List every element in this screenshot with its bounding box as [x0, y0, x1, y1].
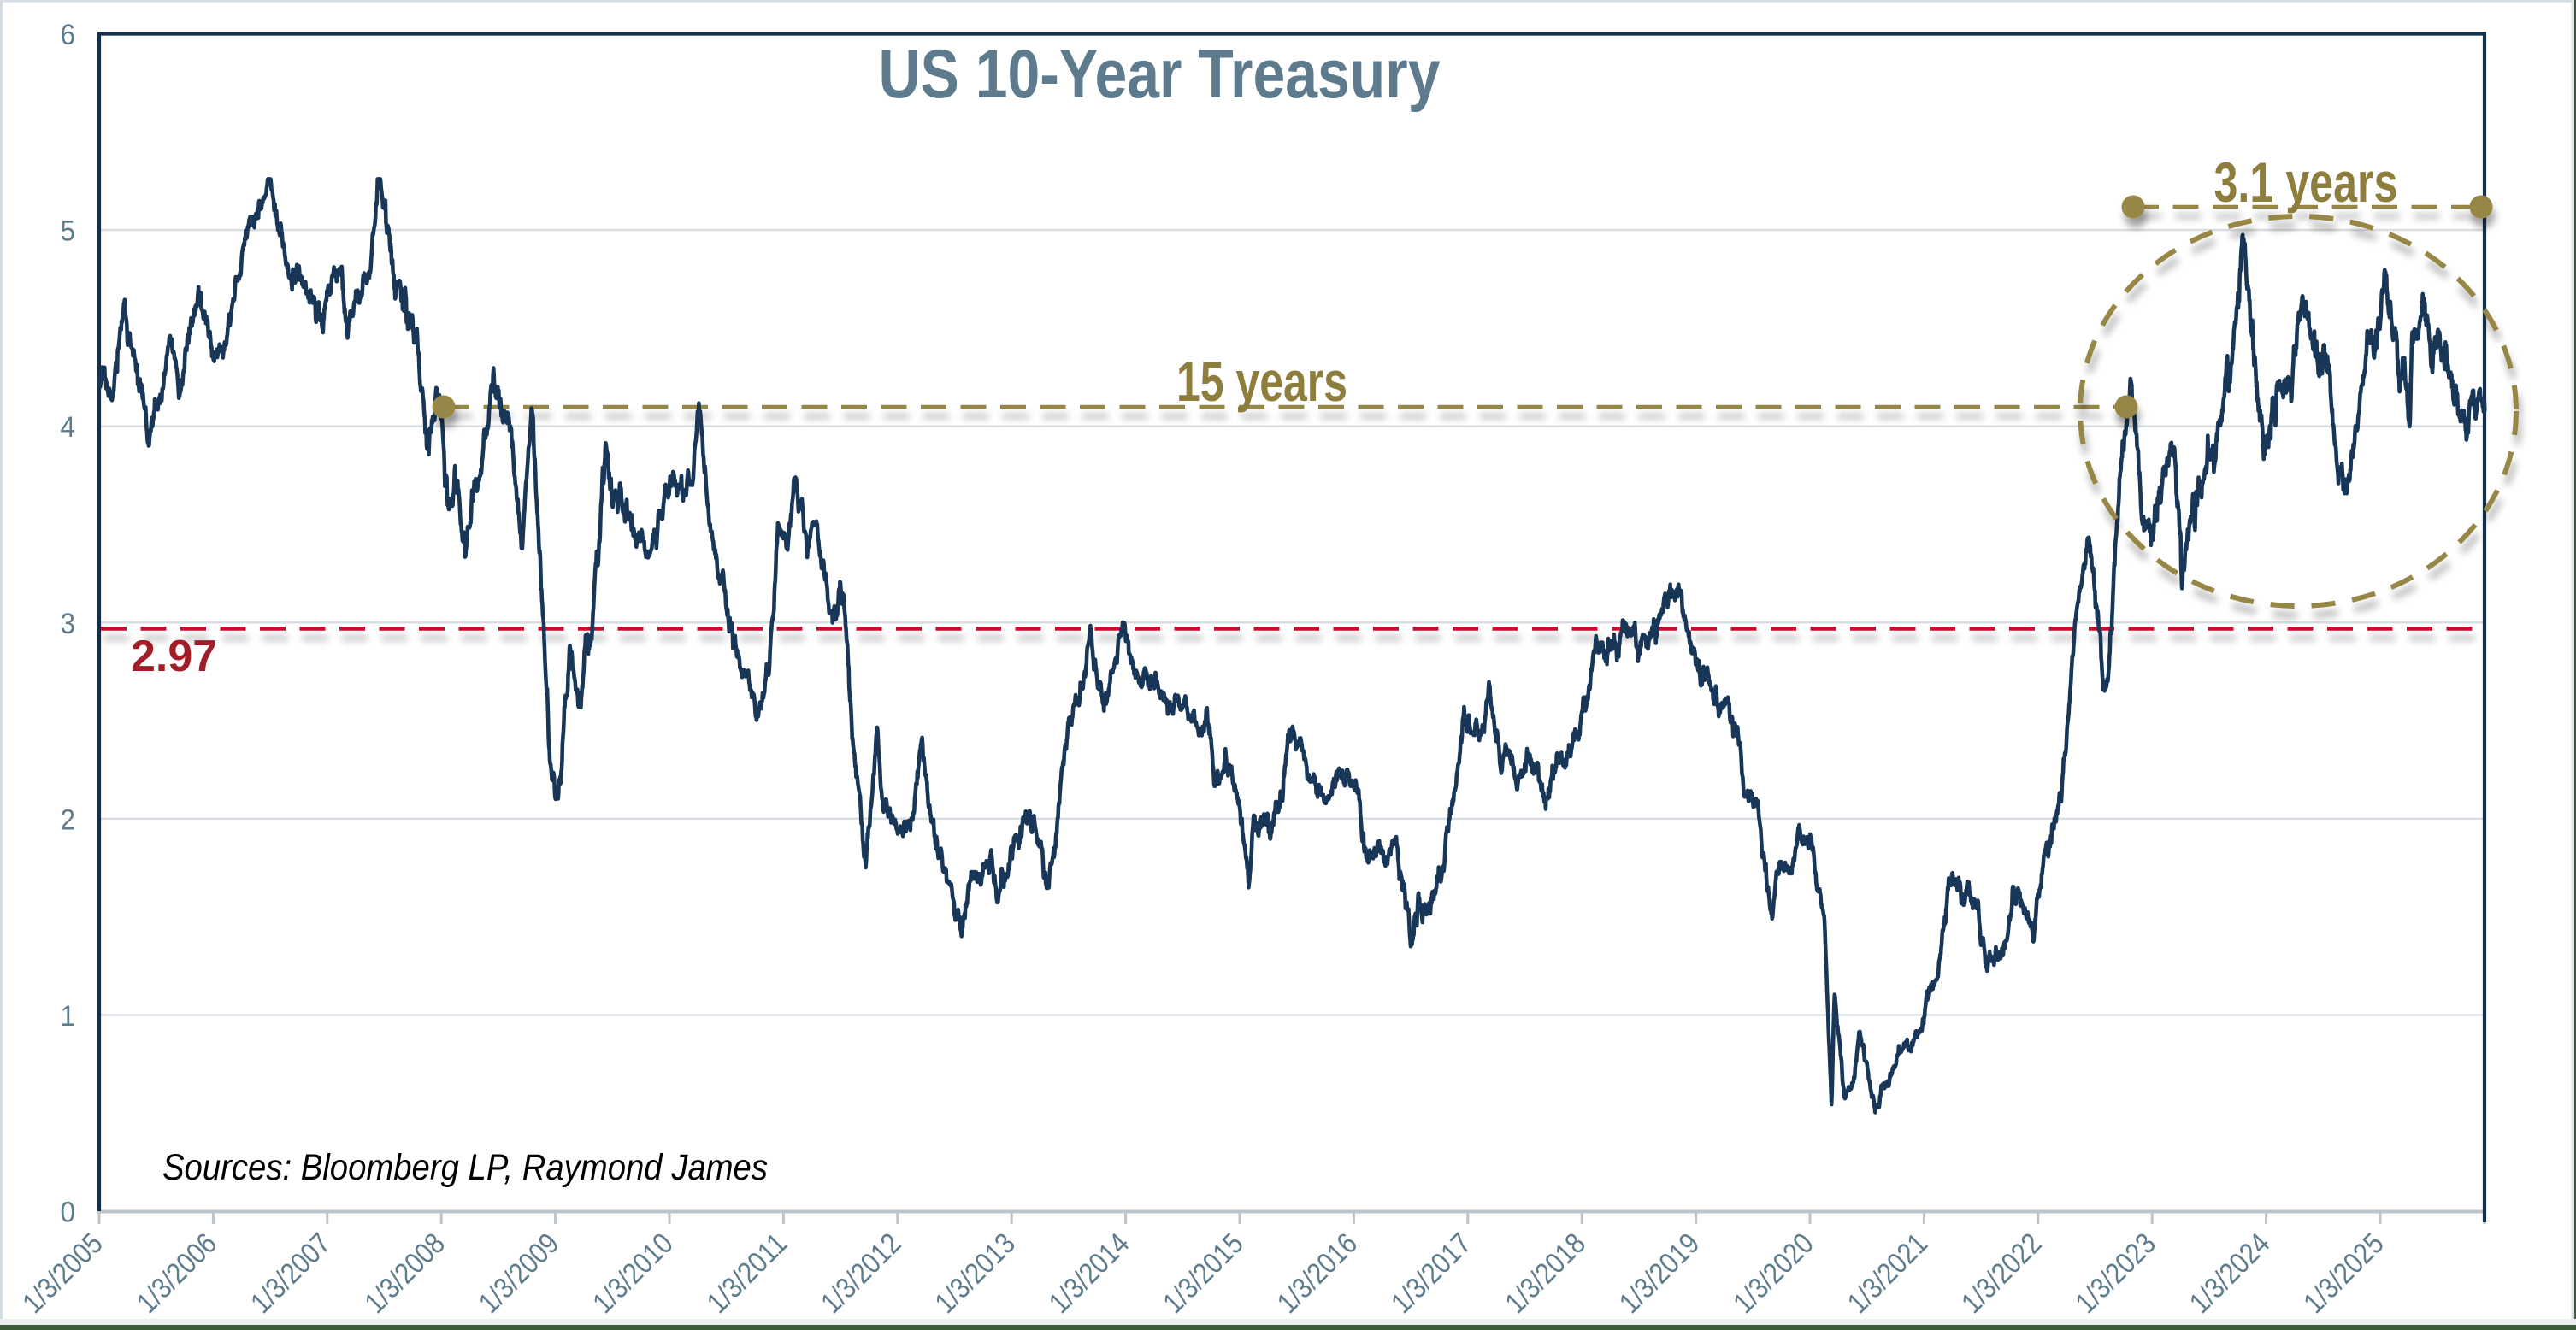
svg-text:Sources: Bloomberg LP, Raymond: Sources: Bloomberg LP, Raymond James [162, 1147, 768, 1188]
svg-text:4: 4 [61, 411, 76, 444]
svg-text:2: 2 [61, 803, 76, 836]
svg-text:3: 3 [61, 608, 76, 640]
svg-text:US 10-Year Treasury: US 10-Year Treasury [879, 36, 1441, 113]
svg-text:15 years: 15 years [1176, 350, 1347, 413]
svg-text:6: 6 [61, 19, 76, 51]
svg-text:5: 5 [61, 215, 76, 248]
svg-text:2.97: 2.97 [131, 632, 217, 681]
svg-text:1: 1 [61, 1000, 76, 1033]
svg-text:0: 0 [61, 1197, 76, 1229]
svg-text:3.1 years: 3.1 years [2214, 150, 2398, 214]
